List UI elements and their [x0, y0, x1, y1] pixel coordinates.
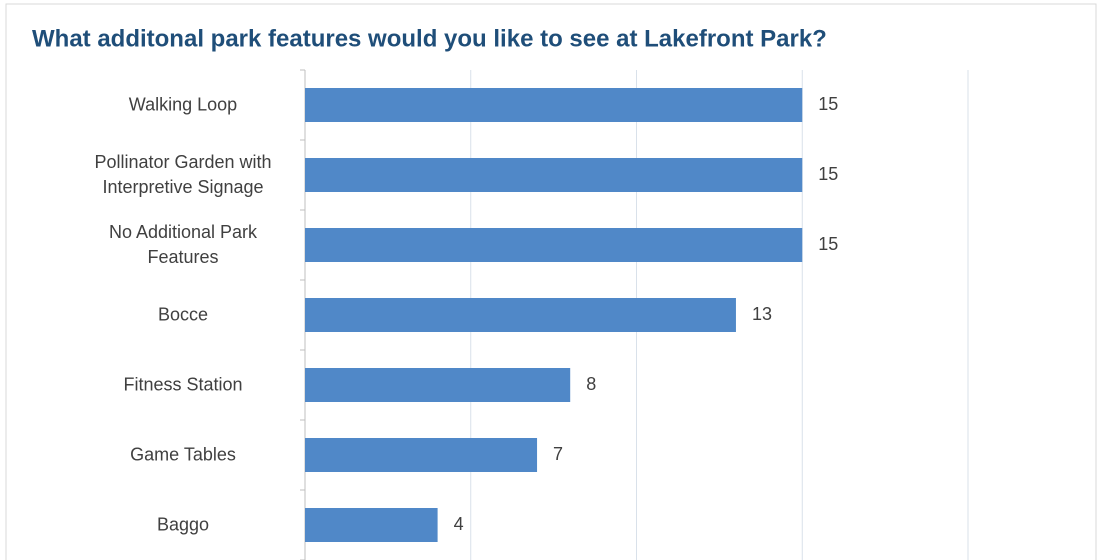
data-label: 15: [818, 164, 838, 184]
bar: [305, 508, 438, 542]
data-label: 15: [818, 94, 838, 114]
bar: [305, 88, 803, 122]
bar: [305, 368, 571, 402]
data-label: 7: [553, 444, 563, 464]
y-tick-label: Game Tables: [130, 444, 236, 465]
data-label: 15: [818, 234, 838, 254]
y-tick-label: No Additional Park Features: [108, 222, 258, 267]
bar: [305, 158, 803, 192]
data-label: 13: [752, 304, 772, 324]
y-tick-label: Baggo: [156, 514, 210, 535]
chart-title: What additonal park features would you l…: [32, 25, 827, 52]
data-label: 4: [454, 514, 464, 534]
y-tick-label: Walking Loop: [128, 94, 238, 115]
bar: [305, 298, 736, 332]
data-label: 8: [586, 374, 596, 394]
y-tick-label: Bocce: [157, 304, 209, 325]
bar: [305, 438, 538, 472]
chart-border: [5, 3, 1097, 560]
bar: [305, 228, 803, 262]
y-tick-label: Fitness Station: [123, 374, 243, 395]
y-tick-label: Pollinator Garden with Interpretive Sign…: [94, 152, 272, 197]
